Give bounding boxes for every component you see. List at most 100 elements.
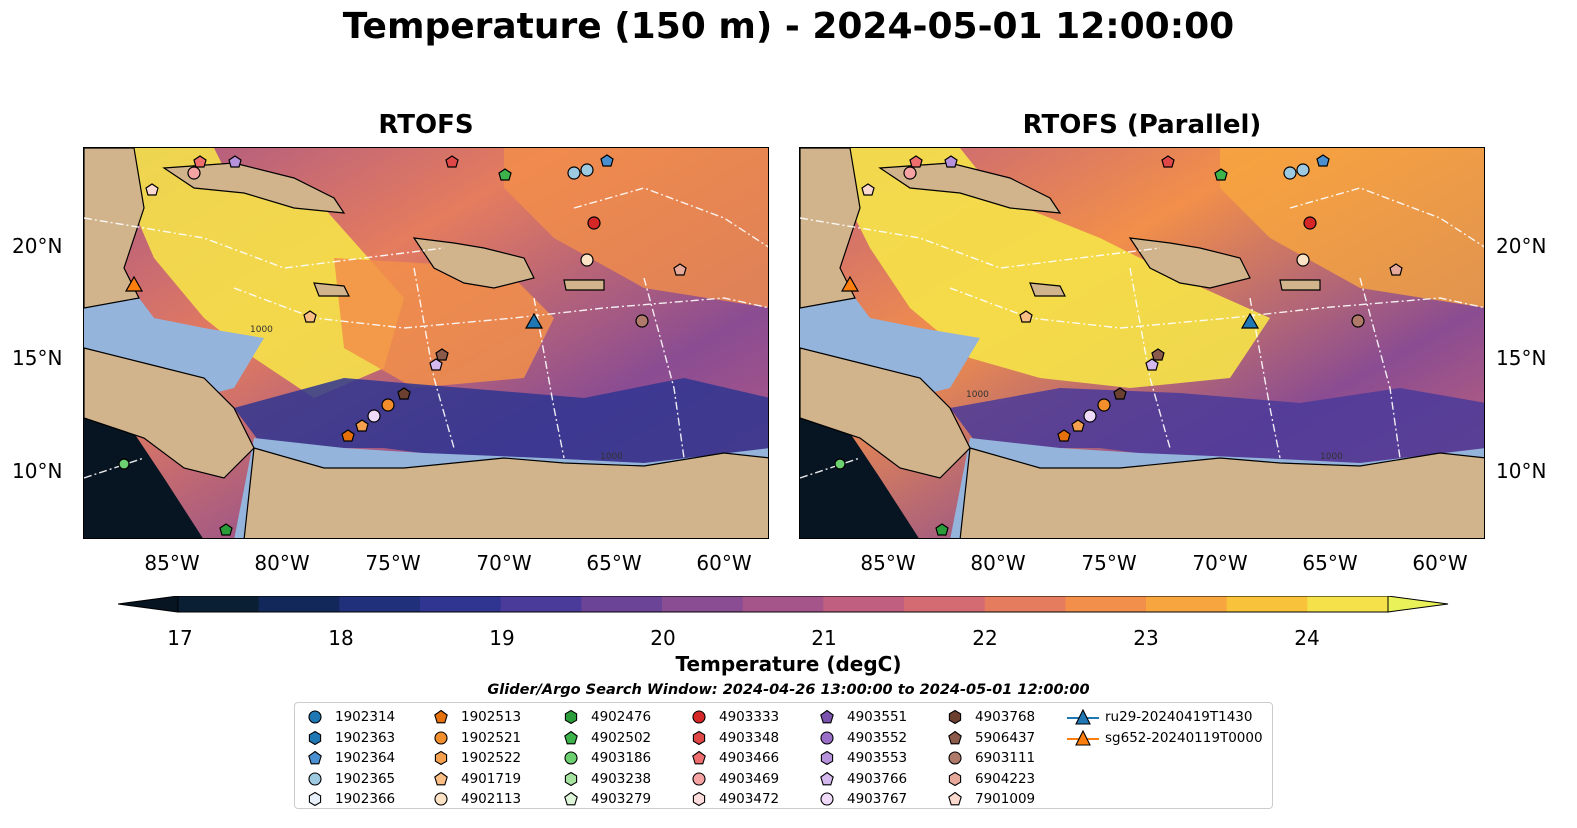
colorbar-tick-label: 22 [972, 626, 998, 650]
legend-item[interactable]: 1902364 [307, 748, 395, 768]
legend-item[interactable]: 1902513 [433, 707, 521, 727]
land-central-america [84, 347, 255, 479]
colorbar-tick-label: 17 [167, 626, 193, 650]
colorbar-bin [662, 596, 744, 612]
legend-item[interactable]: 4903767 [819, 789, 907, 809]
warm-northeast [504, 148, 768, 308]
legend-marker-pentagon-icon [948, 730, 962, 744]
legend-item[interactable]: 5906437 [947, 728, 1035, 748]
legend-marker-hexagon-icon [820, 750, 834, 766]
colorbar-extend-max [1387, 596, 1449, 613]
legend-item[interactable]: 4903333 [691, 707, 779, 727]
lon-tick-label: 60°W [696, 551, 752, 575]
legend-item[interactable]: 4903348 [691, 728, 779, 748]
legend-label: 4903279 [591, 791, 652, 807]
colorbar-bin [258, 596, 340, 612]
cool-south [950, 388, 1484, 478]
legend-marker-hexagon-icon [308, 730, 322, 745]
legend-item[interactable]: 4903472 [691, 789, 779, 809]
colorbar-tick-label: 18 [328, 626, 354, 650]
legend-label: 4903186 [591, 750, 652, 766]
colorbar-tick-label: 23 [1133, 626, 1159, 650]
colorbar-bin [178, 596, 260, 612]
colorbar [118, 596, 1449, 613]
legend-label: 1902363 [335, 729, 396, 746]
legend-marker-hexagon-icon [564, 771, 578, 786]
legend-item[interactable]: 1902363 [307, 728, 395, 748]
lat-tick-label: 10°N [1496, 459, 1547, 483]
legend-marker-circle-icon [692, 710, 706, 724]
legend-item[interactable]: 1902365 [307, 769, 395, 789]
legend-label: 4903768 [975, 709, 1036, 725]
legend-item[interactable]: sg652-20240119T0000 [1067, 728, 1263, 748]
legend-item[interactable]: 4903552 [819, 728, 907, 748]
contour-label: 1000 [1320, 452, 1343, 462]
legend-item[interactable]: 4902502 [563, 728, 651, 748]
legend-item[interactable]: 6904223 [947, 769, 1035, 789]
cool-south [234, 378, 768, 478]
pacific [800, 408, 919, 538]
legend-item[interactable]: 4903279 [563, 789, 651, 809]
legend-item[interactable]: 4903466 [691, 748, 779, 768]
legend-item[interactable]: 1902314 [307, 707, 395, 727]
lon-tick-label: 65°W [1302, 551, 1358, 575]
figure-title: Temperature (150 m) - 2024-05-01 12:00:0… [342, 6, 1235, 47]
legend-marker-circle-icon [820, 792, 834, 806]
legend-item[interactable]: ru29-20240419T1430 [1067, 707, 1252, 727]
lon-tick-label: 75°W [365, 551, 421, 575]
lat-tick-label: 15°N [1496, 346, 1547, 370]
legend-label: 4903552 [847, 729, 908, 746]
legend-item[interactable]: 1902366 [307, 789, 395, 809]
map-panel-rtofs[interactable] [83, 147, 769, 539]
legend-item[interactable]: 1902521 [433, 728, 521, 748]
map-panel-rtofs-parallel[interactable] [799, 147, 1485, 539]
legend-marker-triangle-line-icon [1067, 729, 1099, 746]
contour-label: 1000 [966, 390, 989, 400]
legend-item[interactable]: 4903186 [563, 748, 651, 768]
land-south-america [959, 447, 1484, 538]
legend-item[interactable]: 4901719 [433, 769, 521, 789]
colorbar-bin [1146, 596, 1228, 612]
legend-label: 4902476 [591, 709, 652, 725]
panel-title-rtofs-parallel: RTOFS (Parallel) [1022, 110, 1262, 140]
legend-item[interactable]: 4902476 [563, 707, 651, 727]
legend-item[interactable]: 4903553 [819, 748, 907, 768]
legend-label: 1902366 [335, 791, 396, 807]
warm-tongue [334, 258, 554, 388]
land-cuba [162, 162, 346, 214]
legend-item[interactable]: 7901009 [947, 789, 1035, 809]
warm-pool [840, 148, 1270, 388]
legend-marker-pentagon-icon [948, 791, 962, 806]
warm-pool [124, 148, 404, 398]
legend-marker-circle-icon [308, 771, 322, 786]
legend-marker-pentagon-icon [820, 771, 834, 785]
legend-marker-circle-icon [948, 751, 962, 765]
colorbar-bin [1226, 596, 1308, 612]
legend-item[interactable]: 4903766 [819, 769, 907, 789]
legend-item[interactable]: 4903238 [563, 769, 651, 789]
search-window-text: Glider/Argo Search Window: 2024-04-26 13… [487, 682, 1090, 698]
colorbar-extend-min [118, 596, 179, 613]
legend-item[interactable]: 4903469 [691, 769, 779, 789]
legend-item[interactable]: 1902522 [433, 748, 521, 768]
lon-tick-label: 80°W [254, 551, 310, 575]
legend-marker-circle-icon [308, 710, 322, 724]
legend-marker-triangle-line-icon [1067, 709, 1099, 725]
legend: 1902314 1902363 1902364 1902365 1902366 19025… [294, 702, 1273, 809]
map-canvas-rtofs-parallel [800, 148, 1484, 538]
colorbar-title: Temperature (degC) [675, 652, 902, 676]
lon-tick-label: 80°W [970, 551, 1026, 575]
legend-label: 4903238 [591, 770, 652, 787]
colorbar-tick-label: 21 [811, 626, 837, 650]
legend-marker-pentagon-icon [564, 730, 578, 744]
lon-tick-label: 70°W [476, 551, 532, 575]
legend-item[interactable]: 4903551 [819, 707, 907, 727]
legend-item[interactable]: 4902113 [433, 789, 521, 809]
legend-item[interactable]: 4903768 [947, 707, 1035, 727]
legend-label: 6904223 [975, 770, 1036, 787]
land-central-america [800, 347, 971, 479]
lat-tick-label: 20°N [12, 234, 63, 258]
legend-label: 1902365 [335, 770, 396, 787]
legend-item[interactable]: 6903111 [947, 748, 1035, 768]
legend-marker-hexagon-icon [692, 730, 706, 745]
